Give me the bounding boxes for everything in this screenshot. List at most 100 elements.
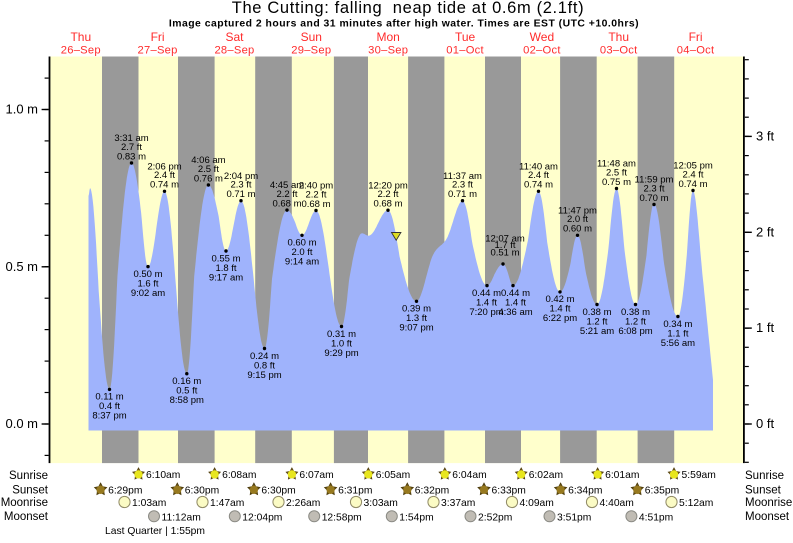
svg-text:Mon: Mon [377, 30, 400, 44]
svg-text:7:20 pm: 7:20 pm [469, 307, 503, 318]
svg-text:1.4 ft: 1.4 ft [549, 304, 570, 315]
svg-text:1:54pm: 1:54pm [399, 512, 433, 523]
svg-text:Tue: Tue [455, 30, 476, 44]
svg-text:Wed: Wed [530, 30, 554, 44]
svg-text:27–Sep: 27–Sep [138, 45, 178, 57]
svg-text:0.55 m: 0.55 m [211, 253, 240, 264]
svg-text:1.7 ft: 1.7 ft [494, 240, 515, 251]
svg-text:1.0 m: 1.0 m [5, 102, 38, 117]
svg-text:1.3 ft: 1.3 ft [406, 313, 427, 324]
svg-text:6:01am: 6:01am [605, 470, 639, 481]
svg-text:0.70 m: 0.70 m [639, 193, 668, 204]
svg-text:Moonrise: Moonrise [745, 497, 792, 509]
svg-text:9:14 am: 9:14 am [285, 257, 319, 268]
svg-text:2.3 ft: 2.3 ft [230, 180, 251, 191]
svg-text:Image captured 2 hours and 31: Image captured 2 hours and 31 minutes af… [169, 19, 639, 30]
svg-text:0.4 ft: 0.4 ft [99, 401, 120, 412]
svg-text:5:21 am: 5:21 am [580, 326, 614, 337]
svg-text:0.74 m: 0.74 m [524, 180, 553, 191]
svg-text:12:58pm: 12:58pm [322, 512, 362, 523]
svg-text:Sunrise: Sunrise [9, 470, 48, 482]
svg-text:0.38 m: 0.38 m [621, 307, 650, 318]
svg-text:0.5 m: 0.5 m [5, 259, 38, 274]
svg-text:0 ft: 0 ft [756, 416, 774, 431]
svg-text:0.68 m: 0.68 m [272, 199, 301, 210]
svg-text:2.2 ft: 2.2 ft [276, 189, 297, 200]
svg-text:2:06 pm: 2:06 pm [147, 161, 181, 172]
svg-text:6:30pm: 6:30pm [185, 485, 219, 496]
svg-text:0.60 m: 0.60 m [563, 224, 592, 235]
svg-text:0.71 m: 0.71 m [448, 189, 477, 200]
svg-text:6:32pm: 6:32pm [415, 485, 449, 496]
svg-text:2.3 ft: 2.3 ft [643, 183, 664, 194]
svg-text:1:47am: 1:47am [210, 498, 244, 509]
svg-text:0.0 m: 0.0 m [5, 416, 38, 431]
svg-text:11:59 pm: 11:59 pm [635, 175, 674, 186]
svg-text:0.8 ft: 0.8 ft [254, 360, 275, 371]
svg-text:1.4 ft: 1.4 ft [476, 297, 497, 308]
svg-text:6:31pm: 6:31pm [338, 485, 372, 496]
svg-text:8:37 pm: 8:37 pm [92, 411, 126, 422]
svg-text:2.5 ft: 2.5 ft [606, 167, 627, 178]
svg-text:1.0 ft: 1.0 ft [331, 338, 352, 349]
svg-text:2.2 ft: 2.2 ft [305, 189, 326, 200]
svg-text:Sunset: Sunset [745, 484, 782, 496]
svg-text:The Cutting: falling neap tid: The Cutting: falling neap tide at 0.6m (… [232, 0, 584, 17]
svg-text:0.34 m: 0.34 m [663, 319, 692, 330]
svg-text:Moonrise: Moonrise [1, 497, 48, 509]
svg-text:5:56 am: 5:56 am [661, 338, 695, 349]
svg-text:5:12am: 5:12am [679, 498, 713, 509]
svg-text:0.5 ft: 0.5 ft [176, 386, 197, 397]
svg-text:2.2 ft: 2.2 ft [377, 189, 398, 200]
svg-text:0.38 m: 0.38 m [582, 307, 611, 318]
svg-text:0.51 m: 0.51 m [490, 248, 519, 259]
svg-text:2.4 ft: 2.4 ft [682, 169, 703, 180]
svg-text:6:05am: 6:05am [376, 470, 410, 481]
svg-text:6:34pm: 6:34pm [568, 485, 602, 496]
svg-text:0.60 m: 0.60 m [287, 238, 316, 249]
svg-text:2.5 ft: 2.5 ft [198, 164, 219, 175]
svg-text:4:45 am: 4:45 am [270, 180, 304, 191]
svg-text:12:07 am: 12:07 am [485, 233, 525, 244]
svg-text:0.42 m: 0.42 m [545, 294, 574, 305]
svg-text:Moonset: Moonset [4, 511, 49, 523]
svg-text:0.75 m: 0.75 m [602, 177, 631, 188]
svg-text:3:31 am: 3:31 am [114, 133, 148, 144]
svg-text:0.74 m: 0.74 m [678, 179, 707, 190]
svg-text:2:26am: 2:26am [286, 498, 320, 509]
svg-text:Sat: Sat [225, 30, 244, 44]
svg-text:0.68 m: 0.68 m [301, 199, 330, 210]
svg-text:04–Oct: 04–Oct [677, 45, 715, 57]
svg-text:0.74 m: 0.74 m [150, 180, 179, 191]
svg-text:6:10am: 6:10am [146, 470, 180, 481]
svg-text:Sunset: Sunset [12, 484, 49, 496]
svg-text:02–Oct: 02–Oct [523, 45, 561, 57]
svg-text:Thu: Thu [608, 30, 629, 44]
svg-text:01–Oct: 01–Oct [446, 45, 484, 57]
svg-text:4:40am: 4:40am [600, 498, 634, 509]
svg-text:Sun: Sun [301, 30, 322, 44]
svg-text:3:51pm: 3:51pm [557, 512, 591, 523]
svg-text:9:07 pm: 9:07 pm [399, 323, 433, 334]
svg-text:6:33pm: 6:33pm [492, 485, 526, 496]
svg-text:2 ft: 2 ft [756, 224, 774, 239]
svg-text:0.44 m: 0.44 m [472, 288, 501, 299]
svg-text:8:58 pm: 8:58 pm [170, 395, 204, 406]
svg-text:12:05 pm: 12:05 pm [673, 161, 713, 172]
svg-text:3 ft: 3 ft [756, 128, 774, 143]
svg-text:6:35pm: 6:35pm [645, 485, 679, 496]
svg-text:9:15 pm: 9:15 pm [247, 370, 281, 381]
svg-text:Moonset: Moonset [745, 511, 790, 523]
svg-text:4:06 am: 4:06 am [191, 155, 225, 166]
svg-text:0.39 m: 0.39 m [402, 304, 431, 315]
svg-text:Fri: Fri [151, 30, 165, 44]
svg-text:0.16 m: 0.16 m [172, 376, 201, 387]
svg-text:2:04 pm: 2:04 pm [224, 171, 258, 182]
svg-text:5:59am: 5:59am [682, 470, 716, 481]
svg-text:26–Sep: 26–Sep [61, 45, 101, 57]
svg-text:1:03am: 1:03am [132, 498, 166, 509]
svg-text:0.50 m: 0.50 m [133, 269, 162, 280]
svg-text:9:17 am: 9:17 am [209, 272, 243, 283]
svg-text:6:22 pm: 6:22 pm [543, 313, 577, 324]
svg-text:6:08 pm: 6:08 pm [618, 326, 652, 337]
